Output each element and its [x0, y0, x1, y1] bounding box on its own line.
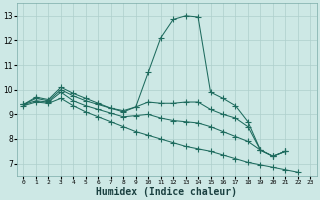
X-axis label: Humidex (Indice chaleur): Humidex (Indice chaleur) [96, 186, 237, 197]
